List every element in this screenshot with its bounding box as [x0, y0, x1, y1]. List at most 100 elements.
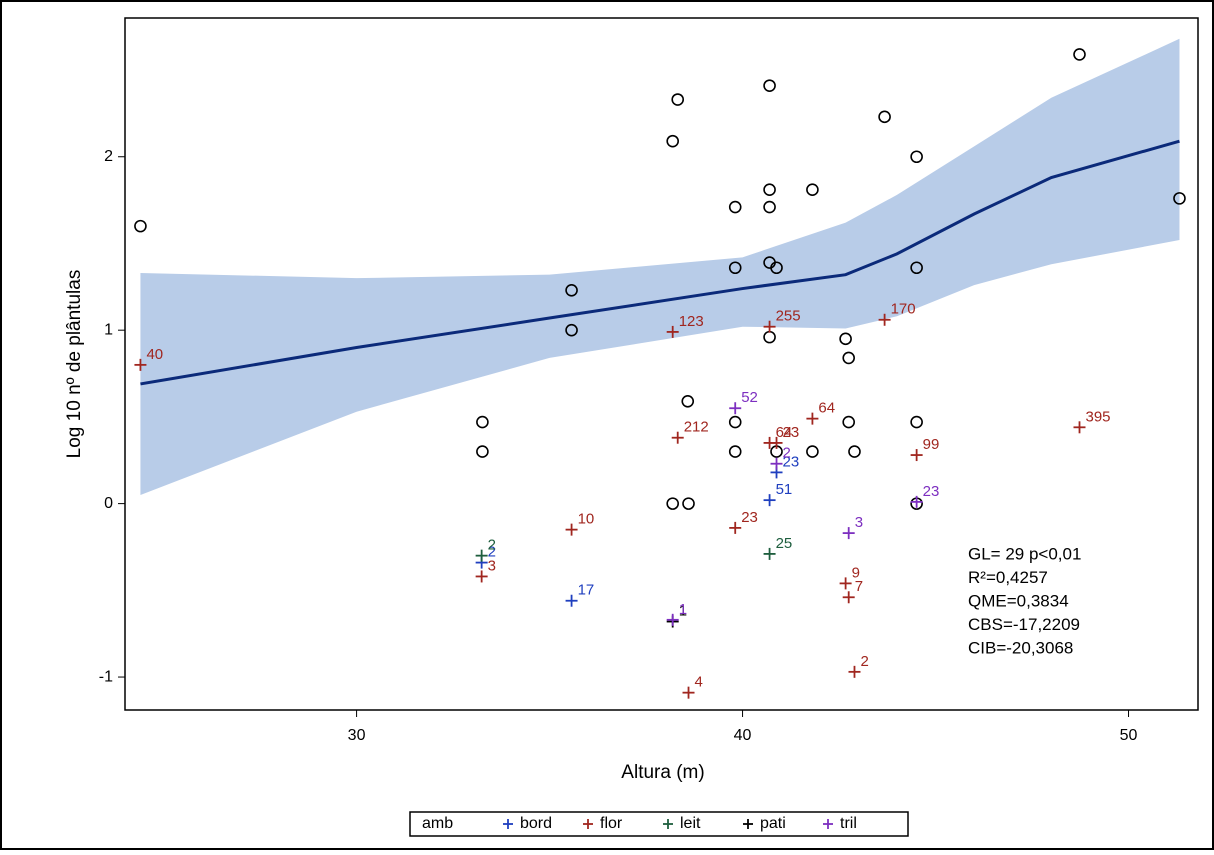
plus-point — [842, 527, 855, 540]
point-label: 7 — [855, 578, 863, 595]
confidence-band — [140, 38, 1180, 495]
legend-marker — [663, 819, 673, 829]
observation-circle — [1073, 48, 1086, 61]
plus-point — [666, 325, 679, 338]
plus-point — [729, 402, 742, 415]
point-label: 4 — [695, 674, 703, 691]
plot-frame — [124, 17, 1199, 711]
y-tick-label: 1 — [104, 321, 113, 338]
point-label: 25 — [776, 535, 793, 552]
plus-point — [475, 570, 488, 583]
stat-annotation: R²=0,4257 — [968, 568, 1048, 587]
observation-circle — [848, 445, 861, 458]
plus-point — [729, 521, 742, 534]
point-label: 99 — [923, 436, 940, 453]
point-label: 2 — [783, 445, 791, 462]
plus-point — [770, 457, 783, 470]
point-label: 40 — [146, 346, 163, 363]
legend-title: amb — [422, 815, 453, 832]
y-tick-label: 0 — [104, 495, 113, 512]
observation-circle — [910, 261, 923, 275]
point-label: 23 — [923, 483, 940, 500]
point-label: 212 — [684, 419, 709, 436]
plus-point — [770, 436, 783, 449]
point-label: 9 — [852, 564, 860, 581]
point-label: 1 — [679, 603, 687, 620]
plus-point — [682, 686, 695, 699]
point-label: 64 — [818, 400, 835, 417]
legend-marker — [823, 819, 833, 829]
plus-point — [1073, 421, 1086, 434]
regression-line — [140, 139, 1180, 386]
point-label: 23 — [741, 509, 758, 526]
point-label: 23 — [783, 424, 800, 441]
point-label: 170 — [891, 301, 916, 318]
observation-circle — [763, 330, 776, 344]
x-tick-label: 30 — [348, 727, 366, 744]
point-label: 2 — [860, 653, 868, 670]
point-label: 51 — [776, 481, 793, 498]
observation-circle — [134, 219, 147, 233]
plus-point — [134, 358, 147, 371]
point-label: 3 — [855, 514, 863, 531]
stat-annotation: CIB=-20,3068 — [968, 638, 1073, 657]
observation-circle — [682, 497, 695, 510]
legend-entry: bord — [520, 815, 552, 832]
plus-point — [910, 449, 923, 462]
point-label: 23 — [783, 453, 800, 470]
y-tick-label: 2 — [104, 148, 113, 165]
plus-point — [910, 495, 923, 508]
observation-circle — [806, 183, 819, 196]
observation-circle — [728, 445, 742, 458]
observation-circle — [476, 415, 489, 429]
observation-circle — [728, 261, 742, 275]
point-label: 2 — [488, 537, 496, 554]
plus-point — [842, 591, 855, 604]
point-label: 2 — [488, 544, 496, 561]
plus-point — [806, 412, 819, 425]
observation-circle — [666, 497, 679, 510]
observation-circle — [666, 134, 679, 148]
y-axis-label: Log 10 nº de plântulas — [64, 270, 85, 459]
x-axis-label: Altura (m) — [621, 762, 704, 783]
observation-circle — [1173, 192, 1186, 205]
point-label: 52 — [741, 389, 758, 406]
point-label: 17 — [578, 582, 595, 599]
x-tick-label: 50 — [1120, 727, 1138, 744]
point-label: 1 — [679, 601, 687, 618]
observation-circle — [565, 323, 578, 337]
point-label: 3 — [488, 557, 496, 574]
plus-point — [763, 494, 776, 507]
observation-circle — [565, 283, 578, 297]
observation-circle — [842, 415, 855, 429]
observation-circle — [681, 394, 695, 408]
point-label: 123 — [679, 313, 704, 330]
observation-circle — [770, 261, 783, 275]
observation-circle — [728, 200, 742, 214]
stat-annotation: GL= 29 p<0,01 — [968, 544, 1081, 563]
point-label: 255 — [776, 308, 801, 325]
stat-annotation: CBS=-17,2209 — [968, 615, 1080, 634]
observation-circle — [839, 332, 852, 346]
plus-point — [666, 613, 679, 626]
legend-entry: pati — [760, 815, 786, 832]
plus-point — [671, 431, 684, 444]
legend-entry: flor — [600, 815, 623, 832]
point-label: 64 — [776, 424, 793, 441]
observation-circle — [910, 150, 923, 164]
x-tick-label: 40 — [734, 727, 752, 744]
legend-marker — [743, 819, 753, 829]
stat-annotation: QME=0,3834 — [968, 591, 1069, 610]
observation-circle — [910, 415, 923, 429]
plus-point — [878, 313, 891, 326]
point-label: 395 — [1086, 408, 1111, 425]
observation-circle — [806, 445, 819, 458]
observation-circle — [763, 79, 776, 92]
plus-point — [565, 594, 578, 607]
point-label: 10 — [578, 511, 595, 528]
y-tick-label: -1 — [99, 668, 113, 685]
legend-entry: tril — [840, 815, 857, 832]
legend-entry: leit — [680, 815, 701, 832]
plus-point — [763, 320, 776, 333]
